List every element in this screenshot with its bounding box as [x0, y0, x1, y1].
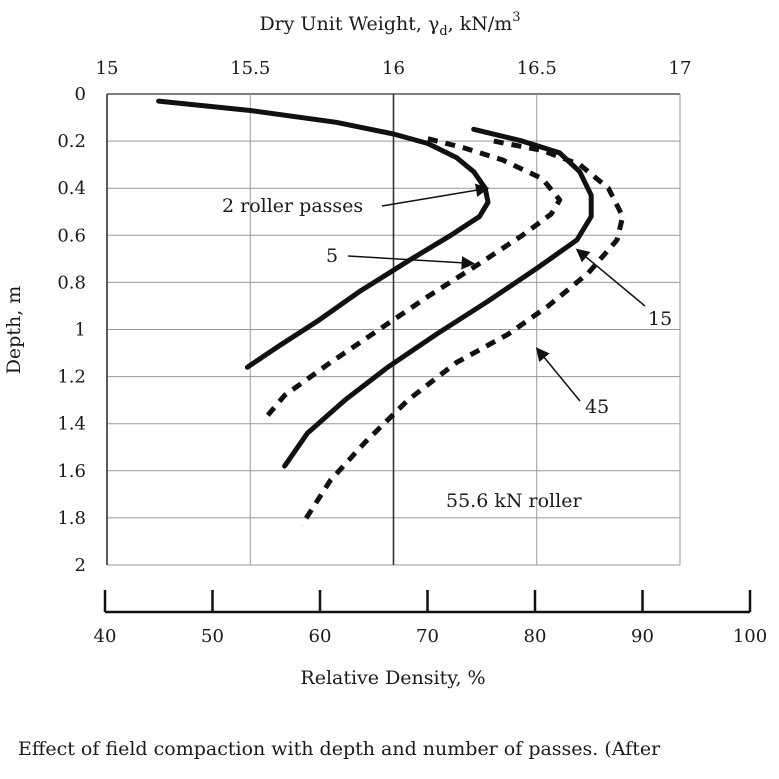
series-line-5-passes	[262, 136, 563, 421]
top-tick-label: 15.5	[230, 58, 270, 79]
top-axis-title-main: Dry Unit Weight, γ	[259, 13, 439, 35]
top-axis-ticks: 15 15.5 16 16.5 17	[96, 58, 692, 79]
left-axis-ticks: 0 0.2 0.4 0.6 0.8 1 1.2 1.4 1.6 1.8 2	[57, 84, 86, 576]
left-tick-label: 0.6	[57, 225, 86, 246]
annotation-label: 45	[585, 396, 609, 418]
annotations: 2 roller passes 5 15 45 55.6 kN roller	[222, 183, 672, 512]
top-tick-label: 16.5	[517, 58, 557, 79]
bottom-tick-label: 100	[733, 626, 767, 647]
top-axis-title-sub: d	[439, 24, 447, 39]
series-line-45-passes	[299, 138, 626, 527]
bottom-tick-label: 80	[524, 626, 547, 647]
left-axis-title: Depth, m	[3, 286, 25, 375]
left-tick-label: 0.4	[57, 178, 86, 199]
top-axis-title: Dry Unit Weight, γd, kN/m3	[259, 10, 520, 39]
series-group	[156, 98, 626, 527]
left-tick-label: 0.2	[57, 131, 86, 152]
annotation-label: 2 roller passes	[222, 195, 363, 217]
top-tick-label: 16	[382, 58, 405, 79]
left-tick-label: 1	[75, 320, 86, 341]
top-axis-title-sup: 3	[512, 10, 520, 25]
series-line-15-passes	[282, 126, 594, 469]
annotation-label: 5	[326, 245, 338, 267]
left-tick-label: 1.2	[57, 367, 86, 388]
annotation-arrow	[535, 347, 581, 402]
bottom-axis-title: Relative Density, %	[300, 667, 485, 689]
left-tick-label: 1.6	[57, 461, 86, 482]
grid	[106, 93, 681, 566]
annotation-arrow	[381, 183, 490, 207]
bottom-axis: 40 50 60 70 80 90 100	[94, 590, 767, 647]
annotation-label: 55.6 kN roller	[446, 490, 582, 512]
figure-caption: Effect of field compaction with depth an…	[18, 738, 661, 760]
left-tick-label: 2	[75, 555, 86, 576]
annotation-arrow	[347, 255, 476, 270]
bottom-tick-label: 70	[416, 626, 439, 647]
annotation-label: 15	[648, 308, 672, 330]
top-tick-label: 17	[669, 58, 692, 79]
top-tick-label: 15	[96, 58, 119, 79]
annotation-arrow	[575, 248, 646, 307]
left-tick-label: 1.4	[57, 414, 86, 435]
left-tick-label: 0.8	[57, 272, 86, 293]
bottom-tick-label: 90	[631, 626, 654, 647]
bottom-tick-label: 60	[309, 626, 332, 647]
left-tick-label: 1.8	[57, 508, 86, 529]
bottom-tick-label: 40	[94, 626, 117, 647]
left-tick-label: 0	[75, 84, 86, 105]
top-axis-title-unit: , kN/m	[448, 13, 513, 35]
bottom-tick-label: 50	[201, 626, 224, 647]
